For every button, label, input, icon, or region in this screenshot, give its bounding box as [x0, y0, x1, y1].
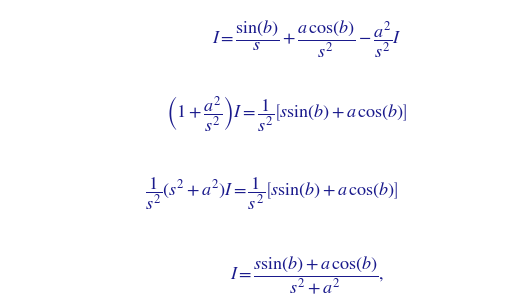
Text: $\left(1 + \dfrac{a^2}{s^2}\right)I = \dfrac{1}{s^2}\left[s\sin(b) + a\,\cos(b)\: $\left(1 + \dfrac{a^2}{s^2}\right)I = \d… — [166, 95, 408, 135]
Text: $I = \dfrac{s\sin(b) + a\,\cos(b)}{s^2 + a^2},$: $I = \dfrac{s\sin(b) + a\,\cos(b)}{s^2 +… — [230, 254, 384, 296]
Text: $I = \dfrac{\sin(b)}{s} + \dfrac{a\,\cos(b)}{s^2} - \dfrac{a^2}{s^2}I$: $I = \dfrac{\sin(b)}{s} + \dfrac{a\,\cos… — [212, 18, 402, 60]
Text: $\dfrac{1}{s^2}\left(s^2 + a^2\right)I = \dfrac{1}{s^2}\left[s\sin(b) + a\,\cos(: $\dfrac{1}{s^2}\left(s^2 + a^2\right)I =… — [145, 175, 398, 211]
